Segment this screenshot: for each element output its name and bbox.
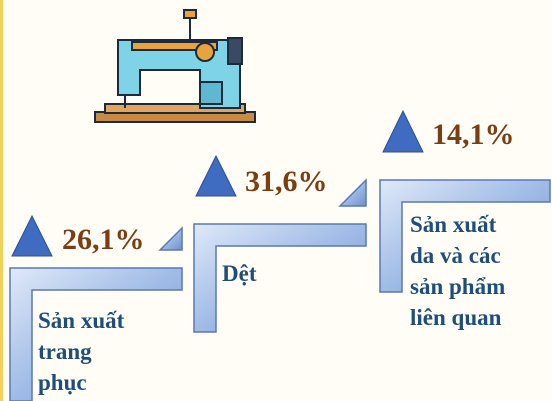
infographic: 26,1% 31,6% 14,1% Sản xuất trang phục Dệt Sả…	[0, 0, 552, 401]
category-label: liên quan	[410, 305, 502, 330]
change-value: 26,1%	[62, 223, 145, 256]
category-label: Sản xuất	[38, 308, 125, 333]
edge-line	[0, 0, 3, 401]
category-label: Dệt	[222, 261, 257, 286]
page: {"items": [ {"change": "26,1%", "label_l…	[0, 0, 552, 401]
category-label: sản phẩm	[410, 274, 505, 299]
category-label: trang	[38, 339, 92, 364]
category-label: phục	[38, 370, 87, 395]
category-label: da và các	[410, 243, 501, 268]
change-value: 14,1%	[432, 118, 515, 151]
category-label: Sản xuất	[410, 212, 497, 237]
change-value: 31,6%	[245, 165, 328, 198]
sewing-machine-icon	[95, 10, 255, 122]
